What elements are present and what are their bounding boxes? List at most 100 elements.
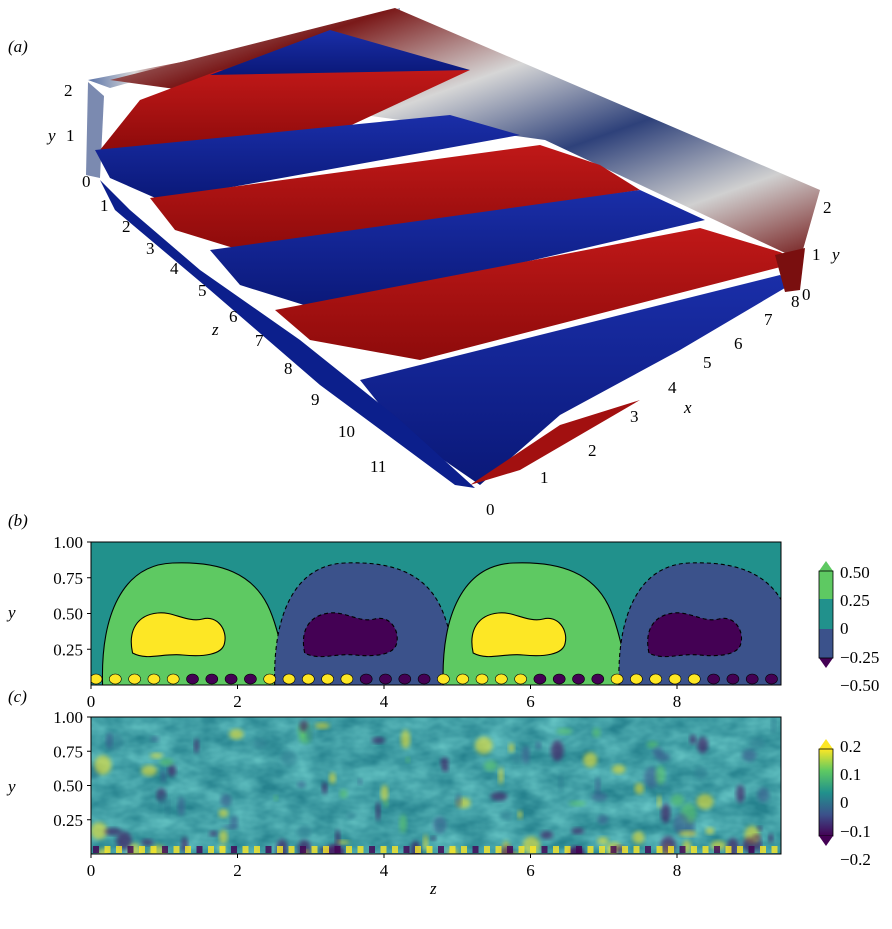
- turbulent-streak: [150, 752, 163, 759]
- wall-streak: [691, 846, 697, 853]
- b-cbar-tick-3: −0.25: [840, 648, 879, 667]
- turbulent-streak: [490, 791, 508, 801]
- wall-streak: [323, 846, 329, 853]
- wall-streak: [277, 846, 283, 853]
- turbulent-streak: [644, 766, 660, 789]
- near-wall-blob: [533, 673, 547, 685]
- turbulent-streak: [165, 797, 170, 815]
- streak-surfaces: [95, 30, 805, 488]
- left-wall-zy: [86, 82, 104, 178]
- turbulent-streak: [595, 777, 601, 795]
- turbulent-streak: [757, 787, 770, 803]
- wall-streak: [369, 846, 375, 853]
- turbulent-streak: [592, 727, 601, 738]
- near-wall-blob: [398, 673, 412, 685]
- near-wall-blob: [417, 673, 431, 685]
- a-xtick-4: 4: [668, 378, 677, 397]
- turbulent-streak: [346, 812, 357, 820]
- b-cbar-tick-0: 0.50: [840, 563, 870, 582]
- a-ytick-2: 2: [64, 81, 73, 100]
- near-wall-blob: [707, 673, 720, 685]
- wall-streak: [599, 846, 605, 853]
- wall-streak: [679, 846, 686, 853]
- near-wall-blob: [514, 673, 527, 685]
- turbulent-streak: [652, 747, 663, 757]
- turbulent-streak: [280, 750, 298, 766]
- turbulent-streak: [697, 736, 709, 754]
- c-cbar-body: [818, 748, 834, 837]
- wall-streak: [254, 846, 260, 853]
- turbulent-streak: [569, 800, 587, 807]
- wall-streak: [173, 846, 180, 853]
- turbulent-streak: [339, 789, 348, 799]
- near-wall-blob: [166, 673, 180, 685]
- turbulent-streak: [106, 732, 113, 749]
- wall-streak: [530, 846, 536, 853]
- turbulent-streak: [611, 764, 626, 774]
- xtick-label: 6: [526, 861, 535, 880]
- wall-streak: [587, 846, 594, 853]
- panel-c-label: (c): [8, 687, 27, 706]
- wall-streak: [392, 846, 398, 853]
- near-wall-blob: [630, 673, 643, 685]
- near-wall-blob: [552, 673, 566, 685]
- near-wall-blob: [109, 673, 122, 685]
- near-wall-blob: [649, 673, 663, 685]
- b-cbar-lev-low: [819, 629, 833, 658]
- near-wall-blob: [437, 673, 450, 685]
- turbulent-streak: [436, 822, 444, 831]
- turbulent-streak: [540, 831, 553, 840]
- near-wall-blob: [610, 673, 624, 685]
- turbulent-streak: [742, 749, 757, 762]
- near-wall-blob: [282, 673, 296, 685]
- turbulent-streak: [694, 766, 708, 780]
- near-wall-blob: [687, 673, 701, 685]
- streak-red-3: [275, 228, 800, 360]
- a-xlabel: x: [683, 398, 692, 417]
- xtick-label: 8: [673, 692, 682, 711]
- wall-streak: [633, 846, 640, 853]
- wall-streak: [656, 846, 663, 853]
- turbulent-streak: [646, 741, 659, 749]
- c-cbar-tick-0: 0.2: [840, 737, 861, 756]
- b-cbar-lev-top: [819, 571, 833, 599]
- near-wall-blob: [668, 673, 682, 685]
- b-cbar-extend-bot: [819, 658, 833, 668]
- turbulent-streak: [116, 831, 132, 851]
- panel-b-label: (b): [8, 511, 28, 530]
- a-xtick-3: 3: [630, 407, 639, 426]
- a-xtick-7: 7: [764, 310, 773, 329]
- turbulent-streak: [521, 745, 530, 764]
- wall-streak: [472, 846, 479, 853]
- near-wall-blob: [359, 673, 373, 685]
- turbulent-streak: [141, 839, 154, 846]
- near-wall-blob: [591, 673, 605, 685]
- streak-red-1: [100, 70, 470, 150]
- c-cbar-extend-top: [819, 739, 833, 749]
- b-cbar-lev-mid: [819, 599, 833, 629]
- turbulent-streak: [94, 755, 112, 775]
- ytick-label: 0.75: [53, 569, 83, 588]
- streak-blue-0: [210, 30, 470, 75]
- streak-blue-1: [95, 115, 520, 200]
- turbulent-streak: [736, 784, 745, 803]
- near-wall-blob: [263, 673, 277, 685]
- c-xlabel: z: [429, 879, 437, 898]
- a-ytick-0: 0: [82, 172, 91, 191]
- turbulent-streak: [297, 825, 312, 839]
- turbulent-streak: [305, 726, 314, 741]
- turbulent-streak: [159, 758, 174, 766]
- turbulent-streak: [678, 830, 697, 837]
- turbulent-streak: [498, 767, 504, 785]
- wall-streak: [93, 846, 99, 853]
- turbulent-streak: [336, 840, 350, 845]
- streak-blue-3: [360, 275, 790, 485]
- wall-streak: [541, 846, 548, 853]
- c-cbar-tick-3: −0.1: [840, 822, 871, 841]
- b-cbar-tick-1: 0.25: [840, 591, 870, 610]
- a-ytick-right-0: 0: [802, 285, 811, 304]
- wall-streak: [242, 846, 249, 853]
- turbulent-streak: [375, 801, 381, 821]
- turbulent-streak: [209, 831, 218, 837]
- wall-streak: [127, 846, 134, 853]
